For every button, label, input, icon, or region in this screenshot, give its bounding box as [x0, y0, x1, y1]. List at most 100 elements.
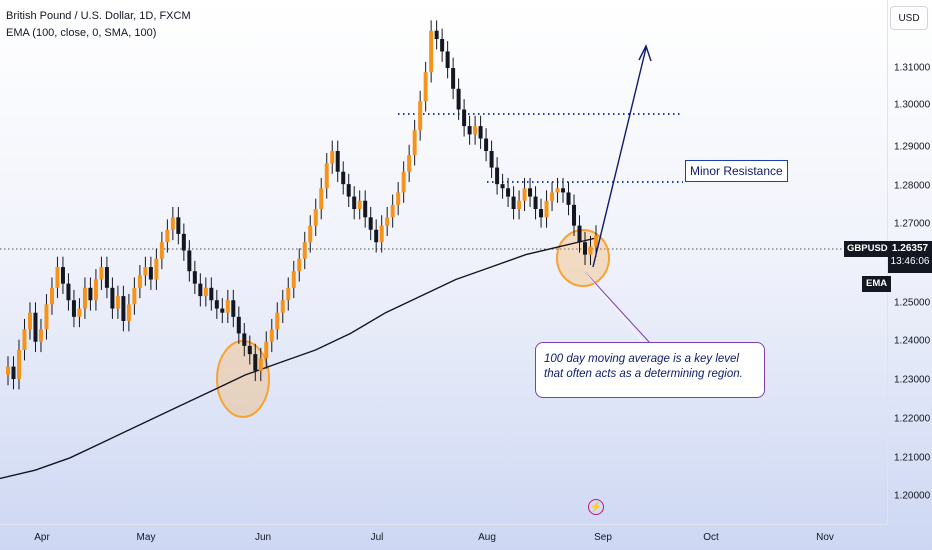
candle-body[interactable]	[495, 167, 500, 185]
candle-body[interactable]	[49, 287, 54, 305]
candle-body[interactable]	[258, 358, 263, 371]
candle-body[interactable]	[93, 279, 98, 301]
candle-body[interactable]	[341, 171, 346, 185]
candle-body[interactable]	[154, 258, 159, 280]
candle-body[interactable]	[11, 366, 16, 380]
candle-body[interactable]	[451, 68, 456, 89]
candle-body[interactable]	[38, 329, 43, 342]
candle-body[interactable]	[225, 300, 230, 313]
candle-body[interactable]	[286, 287, 291, 301]
candle-body[interactable]	[594, 235, 598, 247]
candle-body[interactable]	[22, 329, 27, 350]
candle-body[interactable]	[357, 200, 362, 210]
candle-body[interactable]	[121, 296, 126, 321]
candle-body[interactable]	[104, 267, 109, 288]
candle-body[interactable]	[528, 188, 533, 197]
candle-body[interactable]	[533, 196, 538, 210]
candle-body[interactable]	[308, 225, 313, 243]
candle-body[interactable]	[517, 200, 522, 210]
candle-body[interactable]	[44, 304, 49, 330]
candle-body[interactable]	[467, 126, 472, 135]
candle-body[interactable]	[132, 287, 137, 305]
candle-body[interactable]	[71, 300, 76, 317]
candle-body[interactable]	[159, 242, 164, 259]
candle-body[interactable]	[33, 312, 38, 342]
candle-body[interactable]	[561, 188, 566, 193]
candle-body[interactable]	[407, 155, 412, 172]
candle-body[interactable]	[374, 229, 379, 243]
candle-body[interactable]	[6, 366, 10, 375]
candle-body[interactable]	[143, 267, 148, 276]
candle-body[interactable]	[511, 196, 516, 210]
candle-body[interactable]	[522, 188, 527, 201]
candle-body[interactable]	[506, 188, 511, 197]
candle-body[interactable]	[385, 217, 390, 226]
candle-body[interactable]	[99, 267, 104, 280]
candle-body[interactable]	[588, 246, 593, 255]
time-axis[interactable]: Apr May Jun Jul Aug Sep Oct Nov	[0, 524, 887, 550]
candle-body[interactable]	[583, 242, 588, 255]
candle-body[interactable]	[577, 225, 582, 243]
candle-body[interactable]	[16, 350, 21, 380]
candle-body[interactable]	[198, 283, 203, 297]
candle-body[interactable]	[88, 287, 93, 301]
candle-body[interactable]	[209, 287, 214, 301]
candle-body[interactable]	[401, 171, 406, 193]
candle-body[interactable]	[572, 204, 577, 226]
candle-body[interactable]	[187, 250, 192, 272]
candle-body[interactable]	[291, 271, 296, 288]
candle-body[interactable]	[330, 150, 335, 164]
price-chart[interactable]	[0, 0, 887, 524]
candle-body[interactable]	[418, 101, 423, 131]
candle-body[interactable]	[319, 188, 324, 210]
candle-body[interactable]	[55, 267, 60, 288]
candle-body[interactable]	[280, 300, 285, 313]
candle-body[interactable]	[236, 316, 241, 334]
candle-body[interactable]	[440, 39, 445, 52]
candle-body[interactable]	[77, 308, 82, 317]
candle-body[interactable]	[489, 150, 494, 168]
candle-body[interactable]	[445, 51, 450, 69]
candle-body[interactable]	[313, 209, 318, 226]
candle-body[interactable]	[462, 109, 467, 127]
candle-body[interactable]	[352, 196, 357, 210]
candle-body[interactable]	[456, 88, 461, 110]
candle-body[interactable]	[27, 312, 32, 330]
candle-body[interactable]	[346, 184, 351, 197]
currency-button[interactable]: USD	[890, 6, 928, 30]
candle-body[interactable]	[368, 217, 373, 230]
candle-body[interactable]	[176, 217, 181, 234]
candle-body[interactable]	[110, 287, 115, 309]
candle-body[interactable]	[60, 267, 65, 284]
candle-body[interactable]	[137, 275, 142, 288]
candle-body[interactable]	[396, 192, 401, 205]
candle-body[interactable]	[539, 209, 544, 218]
candle-body[interactable]	[434, 30, 439, 40]
price-axis[interactable]: 1.31000 1.30000 1.29000 1.28000 1.27000 …	[887, 0, 932, 524]
candle-body[interactable]	[214, 300, 219, 309]
candle-body[interactable]	[429, 30, 434, 73]
candle-body[interactable]	[231, 300, 236, 317]
candle-body[interactable]	[566, 192, 571, 205]
candle-body[interactable]	[247, 345, 252, 355]
candle-body[interactable]	[253, 354, 258, 371]
candle-body[interactable]	[297, 258, 302, 272]
candle-body[interactable]	[484, 138, 489, 151]
candle-body[interactable]	[82, 287, 87, 309]
candle-body[interactable]	[115, 296, 120, 309]
lightning-bolt-icon[interactable]: ⚡	[588, 499, 604, 515]
candle-body[interactable]	[473, 126, 478, 135]
candle-body[interactable]	[544, 200, 549, 218]
candle-body[interactable]	[275, 312, 280, 330]
candle-body[interactable]	[363, 200, 368, 218]
candle-body[interactable]	[269, 329, 274, 342]
candle-body[interactable]	[500, 184, 505, 189]
projection-arrow[interactable]	[592, 47, 647, 268]
candle-body[interactable]	[192, 271, 197, 284]
callout-note[interactable]: 100 day moving average is a key level th…	[535, 342, 765, 398]
candle-body[interactable]	[66, 283, 71, 301]
minor-resistance-label[interactable]: Minor Resistance	[685, 160, 788, 182]
candle-body[interactable]	[324, 163, 329, 189]
candle-body[interactable]	[550, 192, 555, 201]
candle-body[interactable]	[220, 308, 225, 313]
